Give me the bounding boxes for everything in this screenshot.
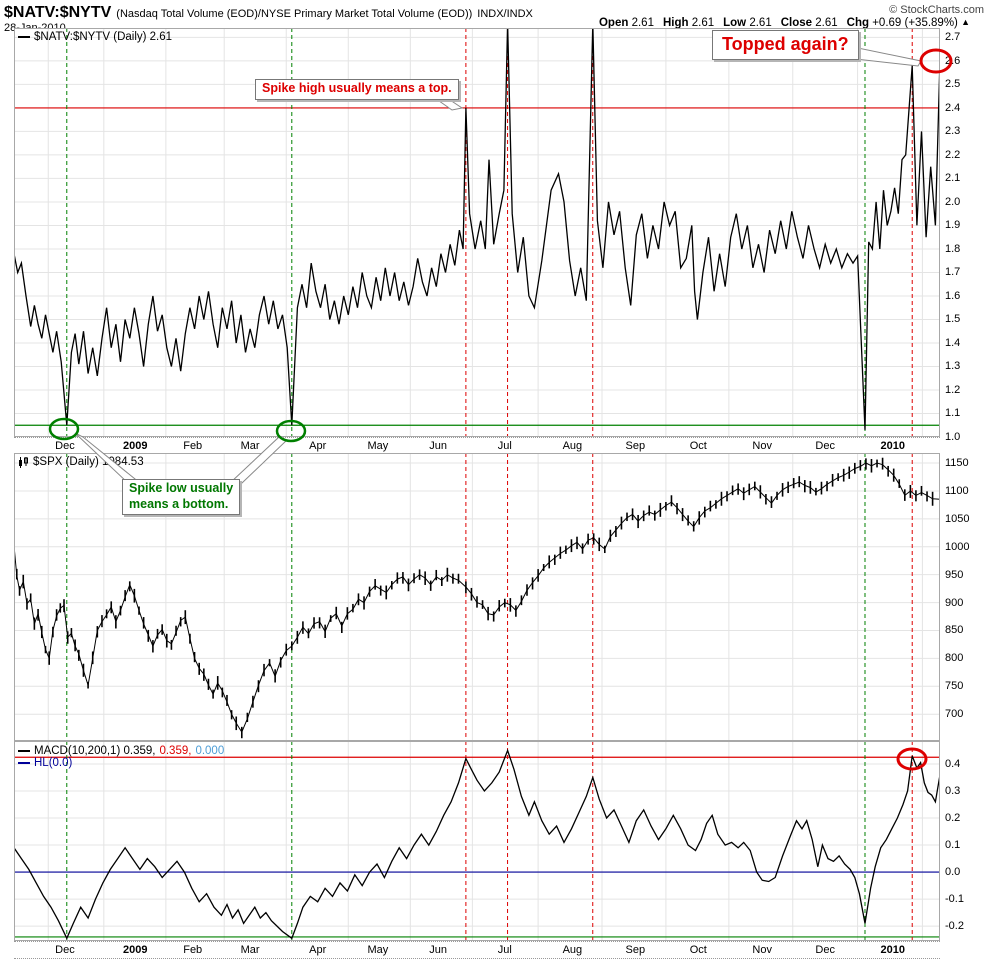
stockcharts-copyright: © StockCharts.com bbox=[889, 4, 984, 16]
y-axis-label: 1.7 bbox=[945, 266, 961, 279]
x-axis-label: Apr bbox=[309, 440, 327, 452]
x-axis-label: Dec bbox=[815, 440, 835, 452]
symbol-description: (Nasdaq Total Volume (EOD)/NYSE Primary … bbox=[116, 8, 473, 20]
y-axis-label: 0.3 bbox=[945, 785, 961, 797]
y-axis-label: 1050 bbox=[945, 512, 970, 525]
x-axis-label: Mar bbox=[240, 944, 260, 956]
y-axis-label: 1.3 bbox=[945, 360, 961, 373]
x-axis-label: Jun bbox=[429, 944, 447, 956]
quote-high: High 2.61 bbox=[662, 17, 715, 29]
x-axis-label: 2010 bbox=[880, 440, 906, 452]
x-axis-months-lower: Dec 2009 Feb Mar Apr May Jun Jul Aug Sep Oct Nov Dec… bbox=[14, 941, 940, 959]
annotation-spike-low: Spike low usually means a bottom. bbox=[122, 479, 241, 516]
y-axis-label: 1.9 bbox=[945, 219, 961, 232]
x-axis-label: Oct bbox=[689, 944, 707, 956]
macd-legend-label: MACD(10,200,1) 0.359, bbox=[34, 745, 156, 757]
y-axis-label: 1.1 bbox=[945, 407, 961, 420]
symbol-type: INDX/INDX bbox=[477, 8, 533, 20]
y-axis-label: 750 bbox=[945, 680, 964, 693]
y-axis-label: 1150 bbox=[945, 457, 969, 470]
ratio-legend-label: $NATV:$NYTV (Daily) 2.61 bbox=[34, 31, 173, 43]
y-axis-label: 1.0 bbox=[945, 431, 961, 443]
x-axis-label: May bbox=[367, 440, 389, 452]
y-axis-label: 2.2 bbox=[945, 148, 961, 161]
quote-change: Chg +0.69 (+35.89%) ▲ bbox=[846, 17, 970, 29]
x-axis-label: 2009 bbox=[123, 944, 148, 956]
ohlc-quote-row: Open 2.61 High 2.61 Low 2.61 Close 2.61 … bbox=[599, 17, 970, 29]
x-axis-label: 2009 bbox=[123, 440, 148, 452]
chart-title: $NATV:$NYTV (Nasdaq Total Volume (EOD)/N… bbox=[4, 4, 533, 22]
x-axis-label: Dec bbox=[55, 440, 75, 452]
ratio-legend: $NATV:$NYTV (Daily) 2.61 bbox=[18, 31, 172, 43]
macd-legend: MACD(10,200,1) 0.359, 0.359, 0.000 bbox=[18, 745, 224, 757]
y-axis-label: 2.0 bbox=[945, 195, 961, 208]
candlestick-icon bbox=[19, 456, 28, 468]
y-axis-label: 0.1 bbox=[945, 839, 961, 852]
y-axis-label: 1.6 bbox=[945, 289, 961, 302]
y-axis-label: 0.4 bbox=[945, 757, 961, 770]
y-axis-label: 0.2 bbox=[945, 812, 961, 825]
y-axis-label: 1.5 bbox=[945, 313, 961, 326]
x-axis-label: Dec bbox=[815, 944, 835, 956]
symbol-title: $NATV:$NYTV bbox=[4, 4, 112, 21]
quote-low: Low 2.61 bbox=[723, 17, 772, 29]
x-axis-label: Feb bbox=[183, 944, 203, 956]
x-axis-label: Nov bbox=[752, 944, 772, 956]
macd-signal-value: 0.359, bbox=[159, 745, 192, 757]
y-axis-label: 2.3 bbox=[945, 125, 961, 138]
x-axis-label: Aug bbox=[562, 944, 583, 956]
x-axis-label: Feb bbox=[183, 440, 203, 452]
quote-open: Open 2.61 bbox=[598, 17, 654, 29]
x-axis-label: May bbox=[367, 944, 389, 956]
line-swatch-icon bbox=[18, 750, 30, 752]
x-axis-label: Oct bbox=[689, 440, 707, 452]
y-axis-label: -0.2 bbox=[945, 920, 964, 933]
x-axis-label: Dec bbox=[55, 944, 75, 956]
y-axis-label: 0.0 bbox=[945, 866, 961, 879]
annotation-topped-again: Topped again? bbox=[712, 30, 859, 60]
y-axis-label: 2.5 bbox=[945, 78, 961, 91]
x-axis-label: Apr bbox=[309, 944, 327, 956]
macd-hl-label: HL(0.0) bbox=[34, 757, 73, 769]
quote-close: Close 2.61 bbox=[780, 17, 838, 29]
spx-legend-label: $SPX (Daily) 1084.53 bbox=[33, 456, 144, 468]
y-axis-label: 900 bbox=[945, 596, 964, 609]
x-axis-label: Jul bbox=[497, 944, 512, 956]
x-axis-label: 2010 bbox=[880, 944, 906, 956]
x-axis-label: Mar bbox=[240, 440, 260, 452]
y-axis-label: 1.2 bbox=[945, 383, 961, 396]
up-arrow-icon: ▲ bbox=[961, 17, 970, 27]
x-axis-label: Sep bbox=[625, 944, 646, 956]
y-axis-label: 950 bbox=[945, 568, 964, 581]
y-axis-label: 2.6 bbox=[945, 54, 961, 67]
y-axis-label: 1.8 bbox=[945, 242, 961, 255]
annotation-spike-high: Spike high usually means a top. bbox=[255, 79, 459, 100]
spx-legend: $SPX (Daily) 1084.53 bbox=[18, 456, 144, 468]
x-axis-label: Sep bbox=[625, 440, 646, 452]
x-axis-label: Jun bbox=[429, 440, 447, 452]
x-axis-label: Jul bbox=[497, 440, 512, 452]
spx-chart-panel bbox=[14, 453, 940, 741]
y-axis-label: 2.4 bbox=[945, 101, 961, 114]
y-axis-label: 700 bbox=[945, 708, 964, 721]
y-axis-label: 850 bbox=[945, 624, 964, 637]
line-swatch-icon bbox=[18, 36, 30, 38]
y-axis-label: -0.1 bbox=[945, 893, 964, 906]
y-axis-label: 1.4 bbox=[945, 336, 961, 349]
x-axis-label: Aug bbox=[562, 440, 583, 452]
y-axis-label: 2.1 bbox=[945, 172, 961, 185]
y-axis-label: 800 bbox=[945, 652, 964, 665]
x-axis-label: Nov bbox=[752, 440, 772, 452]
ratio-chart-panel bbox=[14, 28, 940, 437]
y-axis-label: 1100 bbox=[945, 484, 969, 497]
macd-hl-legend: HL(0.0) bbox=[18, 757, 72, 769]
macd-chart-panel bbox=[14, 741, 940, 941]
y-axis-label: 1000 bbox=[945, 540, 970, 553]
y-axis-label: 2.7 bbox=[945, 31, 961, 44]
macd-hist-value: 0.000 bbox=[195, 745, 225, 757]
line-swatch-icon bbox=[18, 762, 30, 764]
x-axis-months-upper: Dec 2009 Feb Mar Apr May Jun Jul Aug Sep Oct Nov Dec… bbox=[14, 437, 940, 454]
